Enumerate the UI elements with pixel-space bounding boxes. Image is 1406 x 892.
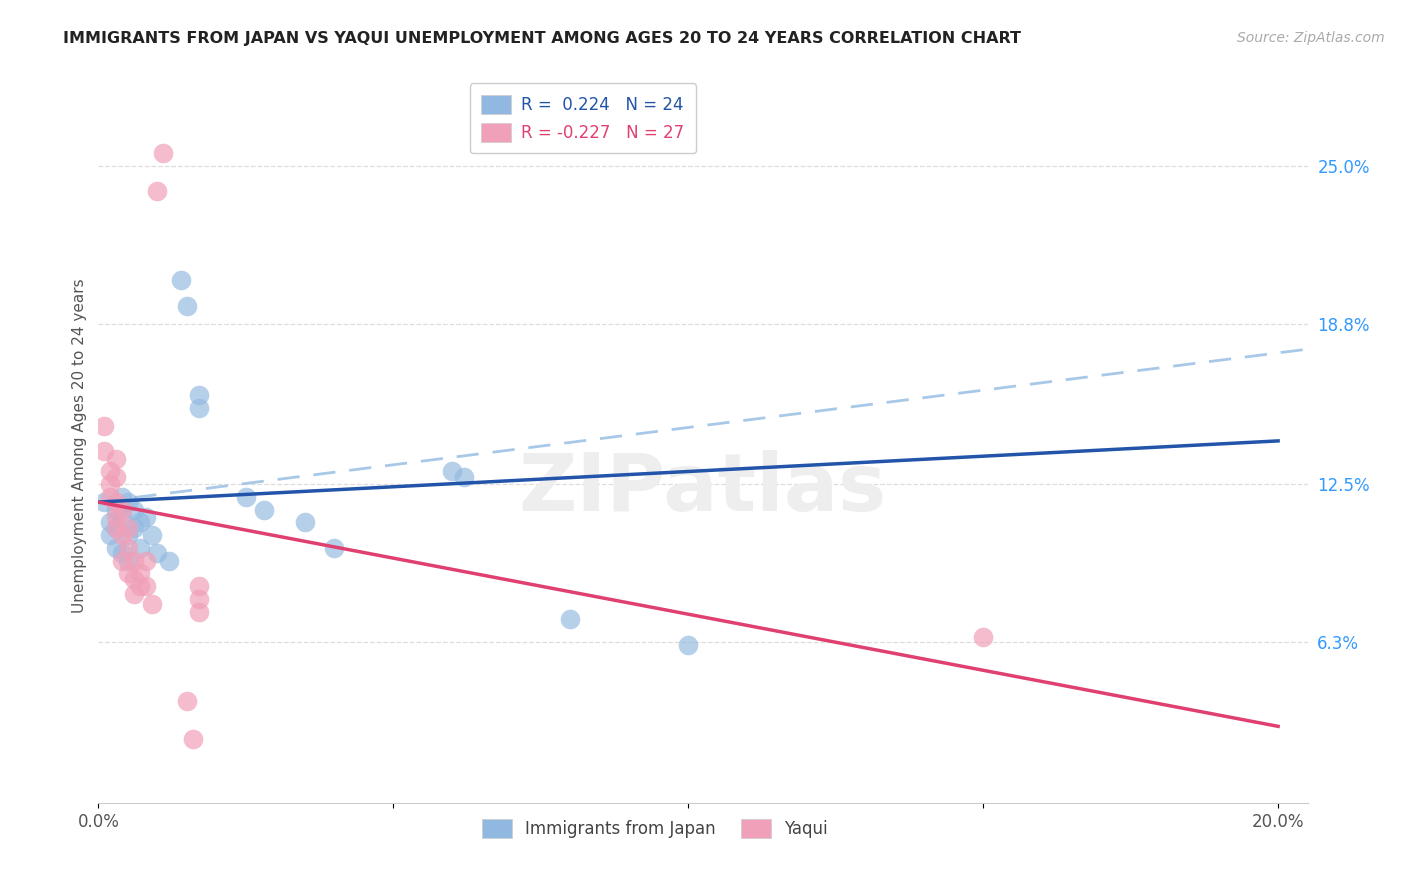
Point [105, 502, 128, 516]
Point [187, 605, 209, 619]
Point [122, 520, 145, 534]
Text: IMMIGRANTS FROM JAPAN VS YAQUI UNEMPLOYMENT AMONG AGES 20 TO 24 YEARS CORRELATIO: IMMIGRANTS FROM JAPAN VS YAQUI UNEMPLOYM… [63, 31, 1021, 46]
Point [93, 495, 115, 509]
Point [111, 528, 134, 542]
Point [117, 541, 139, 555]
Point [117, 554, 139, 568]
Point [122, 502, 145, 516]
Point [187, 579, 209, 593]
Point [98, 528, 121, 542]
Point [93, 418, 115, 433]
Point [157, 554, 180, 568]
Point [128, 541, 150, 555]
Point [111, 490, 134, 504]
Point [441, 465, 464, 479]
Point [187, 401, 209, 415]
Legend: Immigrants from Japan, Yaqui: Immigrants from Japan, Yaqui [475, 812, 834, 845]
Point [111, 546, 134, 560]
Point [98, 516, 121, 530]
Point [135, 579, 157, 593]
Point [93, 444, 115, 458]
Point [117, 528, 139, 542]
Point [146, 184, 169, 198]
Point [105, 541, 128, 555]
Point [187, 388, 209, 402]
Point [176, 694, 198, 708]
Point [122, 554, 145, 568]
Point [453, 469, 475, 483]
Point [128, 579, 150, 593]
Point [111, 554, 134, 568]
Y-axis label: Unemployment Among Ages 20 to 24 years: Unemployment Among Ages 20 to 24 years [72, 278, 87, 614]
Point [181, 732, 204, 747]
Text: ZIPatlas: ZIPatlas [519, 450, 887, 528]
Point [678, 638, 700, 652]
Point [135, 554, 157, 568]
Point [105, 451, 128, 466]
Point [146, 546, 169, 560]
Point [117, 566, 139, 581]
Point [111, 510, 134, 524]
Point [111, 502, 134, 516]
Point [128, 566, 150, 581]
Point [105, 520, 128, 534]
Point [187, 591, 209, 606]
Point [105, 510, 128, 524]
Point [117, 495, 139, 509]
Point [560, 612, 582, 626]
Point [122, 572, 145, 586]
Point [252, 502, 274, 516]
Point [170, 273, 193, 287]
Point [98, 465, 121, 479]
Point [152, 145, 174, 160]
Point [98, 490, 121, 504]
Point [176, 299, 198, 313]
Point [105, 495, 128, 509]
Point [135, 510, 157, 524]
Point [105, 469, 128, 483]
Point [98, 477, 121, 491]
Point [141, 597, 163, 611]
Text: Source: ZipAtlas.com: Source: ZipAtlas.com [1237, 31, 1385, 45]
Point [972, 630, 994, 644]
Point [141, 528, 163, 542]
Point [128, 516, 150, 530]
Point [117, 520, 139, 534]
Point [235, 490, 257, 504]
Point [294, 516, 316, 530]
Point [323, 541, 346, 555]
Point [122, 587, 145, 601]
Point [105, 520, 128, 534]
